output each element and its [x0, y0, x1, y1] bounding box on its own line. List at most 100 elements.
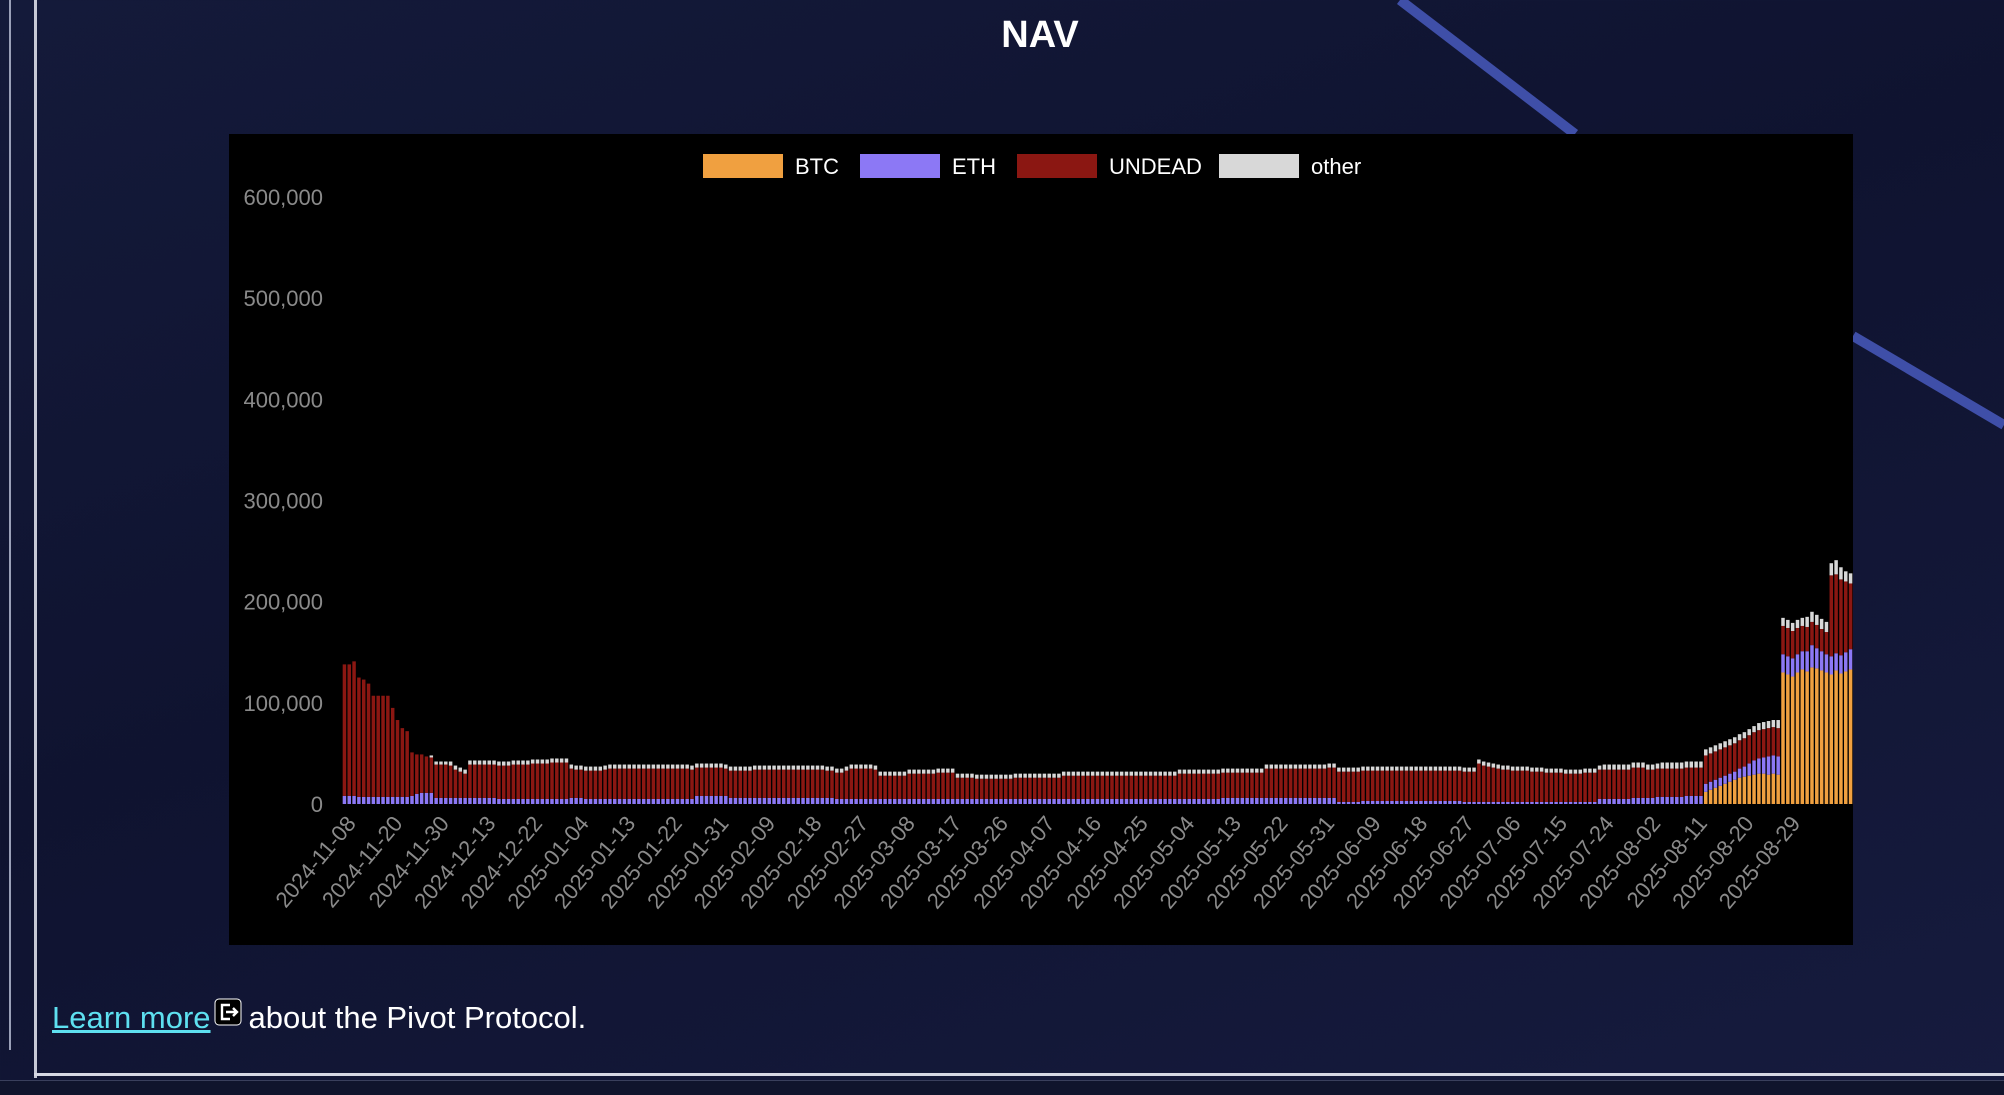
bar-other: [1066, 771, 1071, 776]
bar-undead: [1419, 770, 1423, 801]
bar-other: [521, 760, 525, 765]
y-tick-label: 400,000: [243, 387, 323, 412]
bar-undead: [1110, 775, 1114, 799]
bar-btc: [1728, 781, 1732, 804]
bar-other: [540, 759, 545, 764]
bar-undead: [366, 683, 371, 797]
bar-other: [1245, 768, 1249, 773]
bar-undead: [1554, 772, 1558, 802]
bar-other: [1144, 771, 1148, 776]
bar-eth: [1723, 775, 1727, 784]
bar-other: [1718, 743, 1722, 750]
bar-undead: [357, 677, 361, 797]
bar-other: [1790, 622, 1795, 631]
bar-undead: [1380, 770, 1385, 801]
bar-eth: [1539, 801, 1544, 804]
bar-eth: [1366, 800, 1370, 804]
bar-eth: [1597, 798, 1602, 804]
bar-eth: [1834, 653, 1838, 671]
bar-eth: [1472, 801, 1476, 804]
bar-other: [1419, 766, 1423, 771]
bar-btc: [1723, 783, 1727, 804]
bar-btc: [1771, 773, 1776, 804]
bar-undead: [1361, 770, 1365, 801]
bar-undead: [902, 775, 907, 799]
bar-undead: [1153, 775, 1158, 799]
bar-btc: [1757, 773, 1761, 804]
bar-undead: [1679, 768, 1684, 797]
bar-other: [1375, 766, 1380, 771]
bar-other: [859, 764, 863, 769]
bar-eth: [661, 798, 665, 804]
bar-other: [1414, 766, 1418, 771]
bar-undead: [1071, 775, 1076, 799]
bar-other: [926, 769, 931, 774]
bar-undead: [376, 695, 380, 797]
bar-undead: [1805, 626, 1809, 652]
bar-other: [897, 771, 902, 776]
bar-undead: [1264, 768, 1269, 798]
bar-btc: [1786, 674, 1790, 804]
bar-undead: [419, 754, 424, 793]
bar-undead: [613, 768, 617, 799]
bar-eth: [1380, 800, 1385, 804]
bar-eth: [1592, 801, 1597, 804]
bar-eth: [1844, 652, 1848, 672]
y-tick-label: 500,000: [243, 286, 323, 311]
bar-undead: [487, 764, 491, 798]
bar-eth: [743, 797, 747, 804]
bar-eth: [1235, 797, 1240, 804]
bar-eth: [859, 798, 863, 804]
bar-eth: [1370, 800, 1375, 804]
bar-eth: [695, 795, 699, 804]
bar-other: [1554, 768, 1558, 773]
bar-other: [1134, 771, 1138, 776]
bar-undead: [569, 768, 574, 798]
learn-more-link[interactable]: Learn more: [52, 1000, 211, 1035]
bar-eth: [1742, 766, 1747, 777]
bar-undead: [1211, 773, 1216, 799]
bar-eth: [545, 798, 549, 804]
bar-undead: [917, 773, 921, 799]
bar-undead: [1346, 771, 1351, 802]
bar-other: [1390, 766, 1394, 771]
bar-eth: [1197, 798, 1201, 804]
bar-eth: [878, 798, 883, 804]
bar-eth: [1728, 773, 1732, 782]
bar-undead: [1728, 745, 1732, 774]
bar-other: [907, 769, 911, 774]
bar-undead: [994, 778, 998, 799]
bar-other: [1477, 759, 1481, 764]
bar-eth: [1303, 797, 1307, 804]
bar-btc: [1704, 791, 1708, 804]
bar-undead: [1366, 770, 1370, 801]
bar-eth: [1153, 798, 1158, 804]
bar-other: [1008, 774, 1013, 779]
bar-eth: [955, 798, 960, 804]
bar-eth: [1013, 798, 1018, 804]
bar-eth: [965, 798, 969, 804]
bar-other: [1588, 768, 1592, 773]
bar-other: [1646, 764, 1650, 770]
bar-btc: [1844, 671, 1848, 804]
bar-btc: [1718, 785, 1722, 804]
bar-undead: [1839, 579, 1843, 656]
bar-eth: [975, 798, 979, 804]
bar-eth: [728, 797, 733, 804]
bar-eth: [1636, 797, 1640, 804]
bar-other: [738, 766, 743, 771]
bar-other: [550, 758, 554, 763]
bar-undead: [1139, 775, 1143, 799]
bar-other: [1732, 737, 1737, 744]
bar-eth: [1805, 651, 1809, 672]
bar-other: [1148, 771, 1153, 776]
bar-other: [917, 769, 921, 774]
bar-undead: [1559, 772, 1563, 802]
bar-eth: [415, 793, 419, 804]
chart-title: NAV: [1001, 14, 1079, 56]
external-link-icon[interactable]: [213, 997, 243, 1027]
bar-eth: [1453, 800, 1457, 804]
bar-undead: [1544, 772, 1549, 802]
bar-eth: [1752, 760, 1756, 775]
bar-eth: [1327, 797, 1331, 804]
